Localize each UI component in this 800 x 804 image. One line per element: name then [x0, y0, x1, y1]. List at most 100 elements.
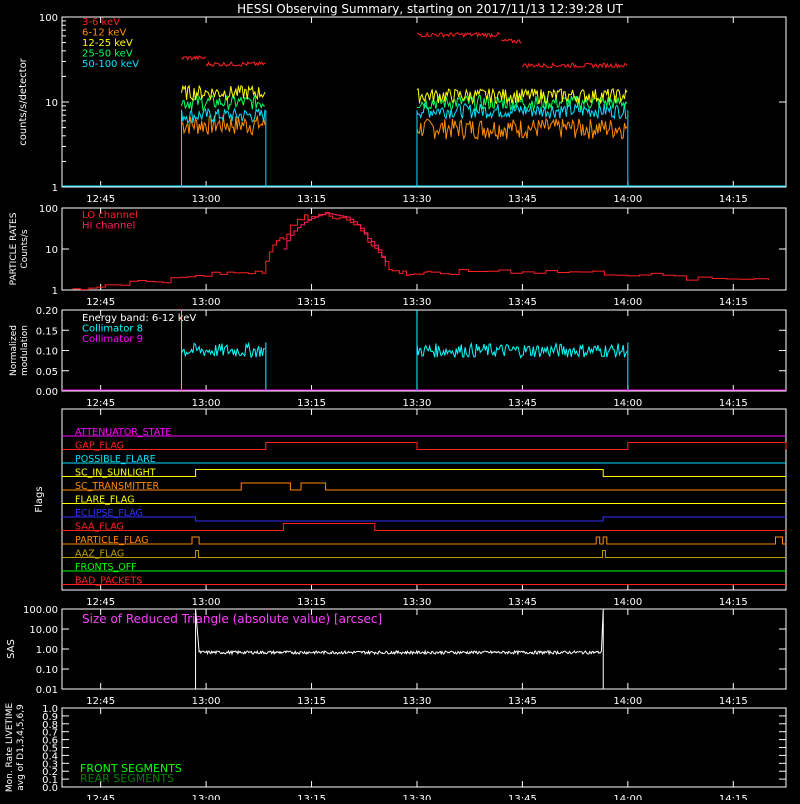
plot-layer: 12:45 13:00 13:15 13:30 13:45 14:00 14:1511010…	[5, 13, 787, 804]
flag-line-1	[62, 442, 787, 450]
modulation-legend-2: Collimator 9	[82, 334, 143, 345]
counts-series-0	[501, 38, 522, 44]
sas-panel-xtick-label: 12:45	[86, 696, 115, 707]
modulation-panel-xtick-label: 12:45	[86, 398, 115, 409]
particle-ytick-label: 100	[39, 204, 58, 215]
counts-panel-xtick-label: 13:30	[403, 194, 432, 205]
livetime-ytick-label: 0.0	[42, 783, 58, 794]
sas-series	[195, 608, 604, 689]
counts-legend-1: 6-12 keV	[82, 28, 126, 39]
counts-series-2	[416, 87, 628, 106]
flag-label-9: AAZ_FLAG	[75, 549, 124, 560]
particle-panel-xtick-label: 13:30	[403, 297, 432, 308]
flag-line-8	[62, 536, 786, 545]
modulation-panel-xtick-label: 14:15	[719, 398, 748, 409]
livetime-ytick-label: 0.9	[42, 712, 58, 723]
flags-panel-xtick-label: 14:00	[613, 597, 642, 608]
flag-label-4: SC_TRANSMITTER	[75, 481, 160, 492]
counts-ytick-label: 100	[39, 13, 58, 24]
livetime-ylabel-2: avg of D1,3,4,5,6,9	[16, 704, 26, 791]
flags-panel-xtick-label: 14:15	[719, 597, 748, 608]
sas-panel-xtick-label: 13:00	[192, 696, 221, 707]
sas-ytick-label: 100.00	[23, 605, 58, 616]
figure-title: HESSI Observing Summary, starting on 201…	[237, 2, 623, 16]
livetime-panel-xtick-label: 14:15	[719, 794, 748, 800]
counts-series-0	[521, 62, 628, 70]
sas-annotation: Size of Reduced Triangle (absolute value…	[82, 612, 382, 626]
flags-ylabel: Flags	[34, 486, 45, 512]
modulation-ytick-label: 0.10	[36, 347, 58, 358]
counts-series-0	[181, 54, 206, 61]
flag-label-11: BAD_PACKETS	[75, 576, 142, 587]
particle-legend-0: LO channel	[82, 210, 138, 221]
modulation-panel-xtick-label: 13:45	[508, 398, 537, 409]
flag-line-3	[62, 469, 786, 477]
modulation-ylabel-1: Normalized	[9, 325, 19, 376]
counts-panel-xtick-label: 13:15	[297, 194, 326, 205]
particle-ytick-label: 10	[45, 245, 58, 256]
particle-panel-xtick-label: 13:45	[508, 297, 537, 308]
flags-panel-frame	[61, 408, 787, 591]
counts-panel-xtick-label: 12:45	[86, 194, 115, 205]
flag-label-10: FRONTS_OFF	[75, 562, 137, 573]
flag-label-6: ECLIPSE_FLAG	[75, 508, 143, 519]
sas-panel-xtick-label: 14:15	[719, 696, 748, 707]
particle-panel-xtick-label: 12:45	[86, 297, 115, 308]
counts-legend-0: 3-6 keV	[82, 17, 120, 28]
livetime-ytick-label: 0.2	[42, 767, 58, 778]
particle-ylabel-2: Counts/s	[20, 229, 30, 268]
counts-panel-xtick-label: 14:15	[719, 194, 748, 205]
flag-label-8: PARTICLE_FLAG	[75, 535, 148, 546]
particle-panel-xtick-label: 13:00	[192, 297, 221, 308]
flag-line-4	[62, 482, 786, 491]
livetime-panel-xtick-label: 13:00	[192, 794, 221, 800]
flag-line-6	[62, 516, 786, 522]
flags-panel-xtick-label: 13:00	[192, 597, 221, 608]
counts-series-0	[416, 31, 501, 39]
counts-series-3	[416, 94, 628, 112]
livetime-panel-xtick-label: 13:45	[508, 794, 537, 800]
flags-panel-xtick-label: 13:15	[297, 597, 326, 608]
modulation-ytick-label: 0.20	[36, 306, 58, 317]
livetime-ytick-label: 0.1	[42, 775, 58, 786]
particle-panel-xtick-label: 13:15	[297, 297, 326, 308]
flags-panel-xtick-label: 13:45	[508, 597, 537, 608]
sas-panel-xtick-label: 13:30	[403, 696, 432, 707]
particle-legend-1: HI channel	[82, 221, 135, 232]
counts-series-1	[416, 117, 628, 141]
livetime-ytick-label: 0.7	[42, 728, 58, 739]
sas-panel-xtick-label: 14:00	[613, 696, 642, 707]
particle-series-1	[283, 212, 386, 267]
counts-series-4	[416, 102, 628, 120]
counts-panel-xtick-label: 13:45	[508, 194, 537, 205]
counts-series-4	[181, 107, 266, 124]
sas-ytick-label: 0.01	[36, 685, 58, 696]
modulation-legend-0: Energy band: 6-12 keV	[82, 313, 196, 324]
modulation-ylabel-2: modulation	[20, 325, 30, 376]
livetime-ylabel-1: Mon. Rate LIVETIME	[5, 703, 15, 793]
modulation-panel-xtick-label: 13:15	[297, 398, 326, 409]
sas-panel-xtick-label: 13:15	[297, 696, 326, 707]
counts-legend-2: 12-25 keV	[82, 38, 133, 49]
modulation-ytick-label: 0.05	[36, 367, 58, 378]
modulation-ytick-label: 0.15	[36, 326, 58, 337]
flag-line-9	[62, 550, 786, 558]
flag-label-5: FLARE_FLAG	[75, 495, 135, 506]
livetime-ytick-label: 1.0	[42, 704, 58, 715]
livetime-panel-xtick-label: 13:15	[297, 794, 326, 800]
counts-legend-3: 25-50 keV	[82, 49, 133, 60]
livetime-legend-0: FRONT SEGMENTS	[80, 762, 182, 775]
flag-line-7	[62, 523, 786, 531]
particle-panel-xtick-label: 14:00	[613, 297, 642, 308]
livetime-ytick-label: 0.4	[42, 751, 58, 762]
sas-ytick-label: 1.00	[36, 645, 58, 656]
counts-series-2	[181, 84, 266, 102]
modulation-legend-1: Collimator 8	[82, 324, 143, 335]
sas-ylabel: SAS	[6, 639, 17, 659]
counts-ylabel: counts/s/detector	[18, 57, 29, 145]
counts-panel-xtick-label: 14:00	[613, 194, 642, 205]
livetime-legend-1: REAR SEGMENTS	[80, 772, 174, 785]
